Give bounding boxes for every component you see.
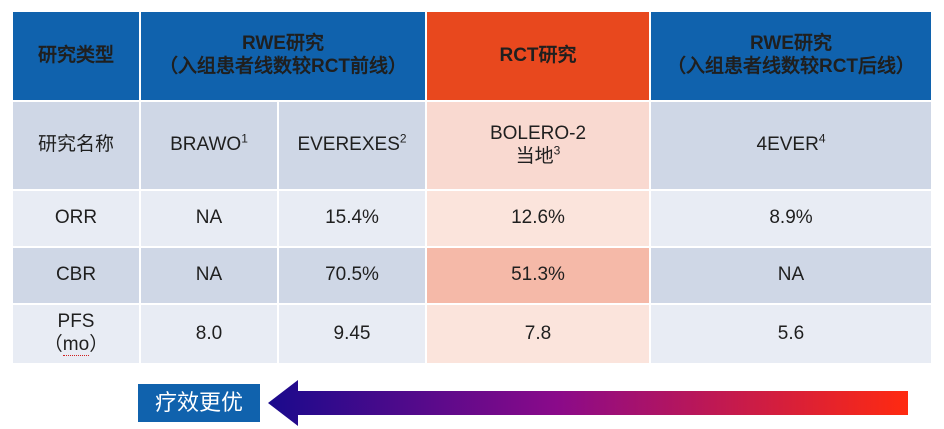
cell-4ever-orr: 8.9% (651, 191, 931, 248)
cell-everexes-cbr: 70.5% (279, 248, 427, 305)
cell-bolero-orr: 12.6% (427, 191, 651, 248)
cell-everexes-name: EVEREXES2 (279, 102, 427, 191)
cell-bolero-name: BOLERO-2 当地3 (427, 102, 651, 191)
cell-everexes-pfs: 9.45 (279, 305, 427, 365)
row-label-orr: ORR (13, 191, 141, 248)
cell-brawo-orr: NA (141, 191, 279, 248)
row-label-pfs: PFS （mo） (13, 305, 141, 365)
header-rwe-after-title: RWE研究 (750, 33, 832, 55)
ref-4: 4 (818, 131, 826, 146)
cell-brawo-name: BRAWO1 (141, 102, 279, 191)
cell-4ever-pfs: 5.6 (651, 305, 931, 365)
cell-4ever-name: 4EVER4 (651, 102, 931, 191)
cell-brawo-pfs: 8.0 (141, 305, 279, 365)
table-row-cbr: CBR NA 70.5% 51.3% NA (13, 248, 931, 305)
ref-2: 2 (399, 131, 407, 146)
header-rwe-before: RWE研究 （入组患者线数较RCT前线） (141, 12, 427, 102)
cell-bolero-cbr: 51.3% (427, 248, 651, 305)
header-rwe-before-title: RWE研究 (242, 33, 324, 55)
efficacy-better-label: 疗效更优 (138, 384, 260, 422)
efficacy-gradient-arrow-icon (268, 380, 908, 426)
header-rwe-after: RWE研究 （入组患者线数较RCT后线） (651, 12, 931, 102)
comparison-table: 研究类型 RWE研究 （入组患者线数较RCT前线） RCT研究 RWE研究 （入… (13, 12, 931, 365)
row-label-cbr: CBR (13, 248, 141, 305)
table-row-orr: ORR NA 15.4% 12.6% 8.9% (13, 191, 931, 248)
header-row: 研究类型 RWE研究 （入组患者线数较RCT前线） RCT研究 RWE研究 （入… (13, 12, 931, 102)
ref-3: 3 (553, 143, 561, 158)
cell-bolero-pfs: 7.8 (427, 305, 651, 365)
header-rwe-after-subtitle: （入组患者线数较RCT后线） (666, 56, 916, 77)
ref-1: 1 (241, 131, 248, 146)
table-row-study-name: 研究名称 BRAWO1 EVEREXES2 BOLERO-2 当地3 4EVER… (13, 102, 931, 191)
cell-everexes-orr: 15.4% (279, 191, 427, 248)
header-rct: RCT研究 (427, 12, 651, 102)
cell-brawo-cbr: NA (141, 248, 279, 305)
row-label-study-name: 研究名称 (13, 102, 141, 191)
table-row-pfs: PFS （mo） 8.0 9.45 7.8 5.6 (13, 305, 931, 365)
header-study-type: 研究类型 (13, 12, 141, 102)
cell-4ever-cbr: NA (651, 248, 931, 305)
header-rwe-before-subtitle: （入组患者线数较RCT前线） (158, 56, 408, 77)
